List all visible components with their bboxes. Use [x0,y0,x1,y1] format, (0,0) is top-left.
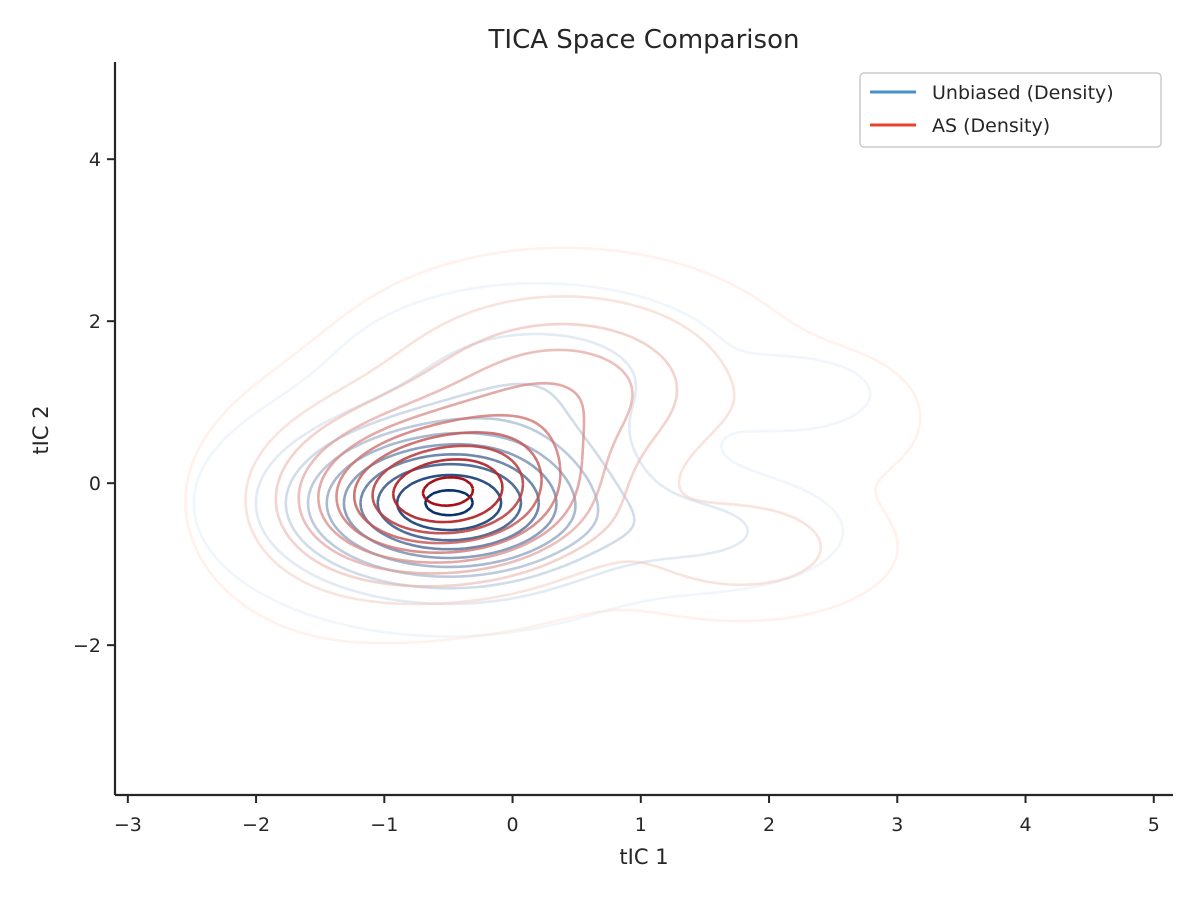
x-tick-label: −3 [114,814,142,836]
unbiased-contour-line [359,453,541,551]
unbiased-contour-line [376,462,523,542]
contour-layer [184,246,922,645]
legend-label-as: AS (Density) [932,115,1050,137]
as-contour-line [421,476,475,507]
y-tick-label: −2 [73,635,101,657]
x-tick-label: 4 [1019,814,1031,836]
as-contour-line [335,413,562,554]
x-tick-label: −2 [242,814,270,836]
y-tick-label: 2 [89,311,101,333]
y-tick-label: 4 [89,149,101,171]
y-axis-ticks: −2 0 2 4 [73,149,115,657]
as-contour-line [244,295,823,606]
unbiased-contour-line [192,281,872,638]
unbiased-contour-line [395,473,503,532]
as-contour-line [317,381,586,564]
y-tick-label: 0 [89,473,101,495]
x-tick-label: 0 [507,814,519,836]
as-contour-line [353,431,543,545]
x-tick-label: 5 [1148,814,1160,836]
plot-area [184,246,922,645]
x-tick-label: 1 [635,814,647,836]
legend-label-unbiased: Unbiased (Density) [932,82,1114,104]
chart-title: TICA Space Comparison [488,25,800,55]
as-contour-line [184,246,922,645]
x-axis-label: tIC 1 [619,845,668,869]
legend-box [859,72,1162,148]
as-contour-line [371,444,525,535]
unbiased-contour-line [423,489,475,517]
as-contour-line [391,458,504,524]
unbiased-contour-line [284,382,636,590]
x-tick-label: −1 [370,814,398,836]
x-axis-ticks: −3 −2 −1 0 1 2 3 4 5 [114,795,1160,836]
as-contour-line [297,348,634,575]
as-contour-line [274,322,679,588]
contours-as [184,246,922,645]
x-tick-label: 2 [763,814,775,836]
y-axis-label: tIC 2 [29,405,53,454]
legend: Unbiased (Density) AS (Density) [859,72,1162,148]
x-tick-label: 3 [891,814,903,836]
